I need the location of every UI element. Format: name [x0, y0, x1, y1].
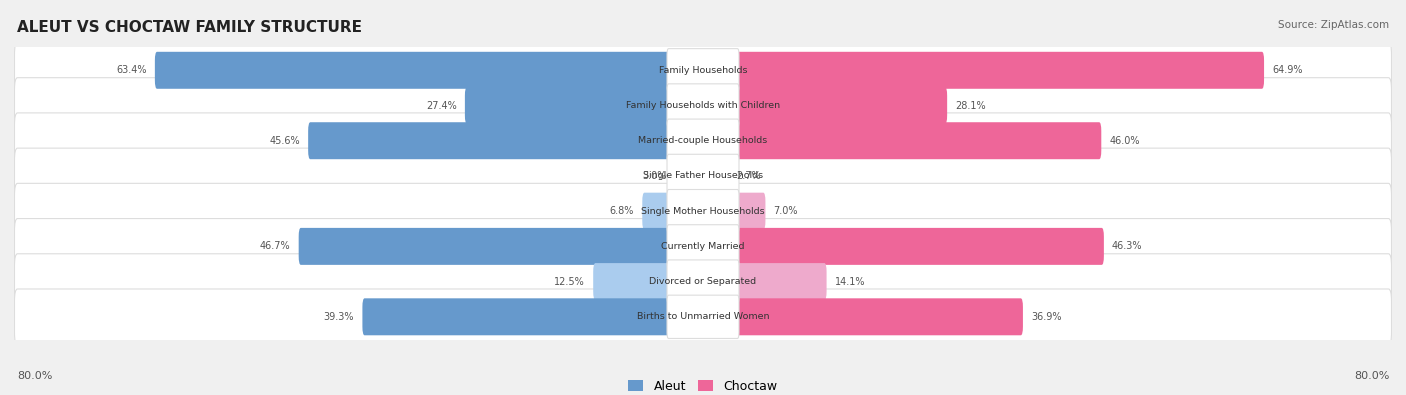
FancyBboxPatch shape [700, 228, 1104, 265]
Text: 45.6%: 45.6% [270, 136, 299, 146]
Text: 3.0%: 3.0% [643, 171, 666, 181]
FancyBboxPatch shape [14, 148, 1392, 204]
Text: 14.1%: 14.1% [835, 276, 865, 287]
FancyBboxPatch shape [700, 193, 765, 229]
Text: 36.9%: 36.9% [1031, 312, 1062, 322]
FancyBboxPatch shape [363, 298, 706, 335]
Text: 46.0%: 46.0% [1109, 136, 1140, 146]
Text: Married-couple Households: Married-couple Households [638, 136, 768, 145]
FancyBboxPatch shape [14, 113, 1392, 169]
Text: 39.3%: 39.3% [323, 312, 354, 322]
FancyBboxPatch shape [14, 218, 1392, 274]
FancyBboxPatch shape [700, 298, 1024, 335]
Text: 7.0%: 7.0% [773, 206, 799, 216]
Text: 27.4%: 27.4% [426, 100, 457, 111]
Text: Currently Married: Currently Married [661, 242, 745, 251]
FancyBboxPatch shape [666, 84, 740, 127]
FancyBboxPatch shape [666, 225, 740, 268]
Text: 80.0%: 80.0% [17, 371, 52, 381]
FancyBboxPatch shape [308, 122, 706, 159]
Text: 46.7%: 46.7% [260, 241, 291, 251]
Legend: Aleut, Choctaw: Aleut, Choctaw [623, 375, 783, 395]
Text: 63.4%: 63.4% [117, 65, 146, 75]
FancyBboxPatch shape [465, 87, 706, 124]
Text: 12.5%: 12.5% [554, 276, 585, 287]
FancyBboxPatch shape [643, 193, 706, 229]
FancyBboxPatch shape [14, 78, 1392, 134]
Text: 6.8%: 6.8% [610, 206, 634, 216]
FancyBboxPatch shape [666, 49, 740, 92]
FancyBboxPatch shape [14, 43, 1392, 98]
Text: ALEUT VS CHOCTAW FAMILY STRUCTURE: ALEUT VS CHOCTAW FAMILY STRUCTURE [17, 20, 361, 35]
FancyBboxPatch shape [700, 52, 1264, 89]
Text: 46.3%: 46.3% [1112, 241, 1143, 251]
FancyBboxPatch shape [14, 254, 1392, 309]
Text: Source: ZipAtlas.com: Source: ZipAtlas.com [1278, 20, 1389, 30]
FancyBboxPatch shape [298, 228, 706, 265]
Text: 2.7%: 2.7% [737, 171, 761, 181]
Text: Family Households with Children: Family Households with Children [626, 101, 780, 110]
FancyBboxPatch shape [666, 119, 740, 162]
FancyBboxPatch shape [700, 87, 948, 124]
Text: Family Households: Family Households [659, 66, 747, 75]
FancyBboxPatch shape [666, 154, 740, 198]
FancyBboxPatch shape [700, 122, 1101, 159]
FancyBboxPatch shape [675, 158, 706, 194]
Text: 28.1%: 28.1% [955, 100, 986, 111]
Text: 80.0%: 80.0% [1354, 371, 1389, 381]
FancyBboxPatch shape [666, 295, 740, 339]
FancyBboxPatch shape [14, 183, 1392, 239]
FancyBboxPatch shape [155, 52, 706, 89]
FancyBboxPatch shape [666, 190, 740, 233]
FancyBboxPatch shape [700, 158, 728, 194]
Text: Births to Unmarried Women: Births to Unmarried Women [637, 312, 769, 321]
Text: 64.9%: 64.9% [1272, 65, 1303, 75]
FancyBboxPatch shape [666, 260, 740, 303]
FancyBboxPatch shape [14, 289, 1392, 344]
Text: Single Father Households: Single Father Households [643, 171, 763, 181]
FancyBboxPatch shape [593, 263, 706, 300]
Text: Single Mother Households: Single Mother Households [641, 207, 765, 216]
Text: Divorced or Separated: Divorced or Separated [650, 277, 756, 286]
FancyBboxPatch shape [700, 263, 827, 300]
